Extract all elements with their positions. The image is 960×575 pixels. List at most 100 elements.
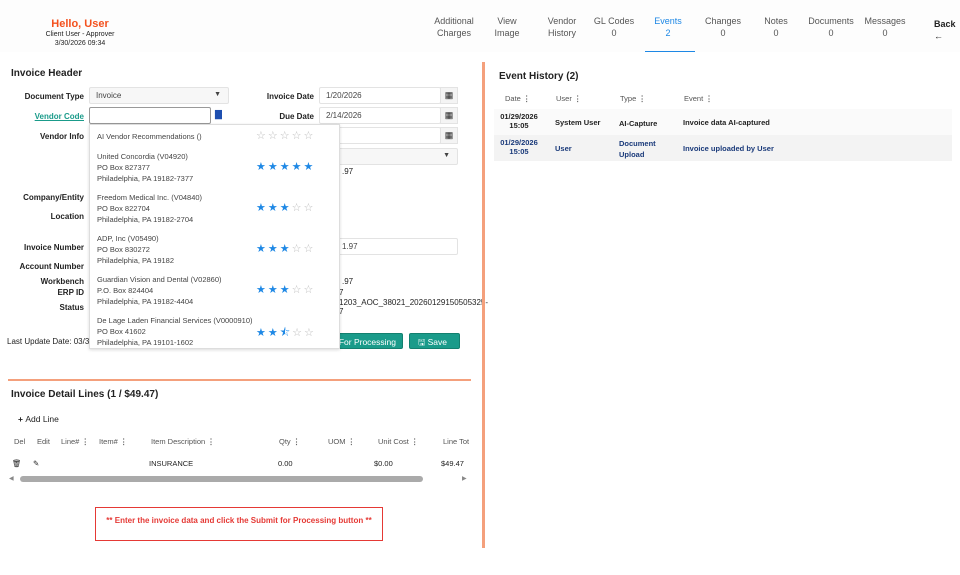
vendor-recommendation-item[interactable]: ADP, Inc (V05490) PO Box 830272 Philadelph… bbox=[97, 233, 174, 266]
star-icon: ☆ bbox=[256, 130, 268, 142]
vendor-recommendations-popup: AI Vendor Recommendations () ☆☆☆☆☆ Unite… bbox=[89, 124, 340, 349]
greeting: Hello, User bbox=[51, 18, 109, 30]
tab-label: View bbox=[497, 16, 517, 26]
vendor-recommendation-item[interactable]: Guardian Vision and Dental (V02860) P.O. … bbox=[97, 274, 222, 307]
vendor-addr2: Philadelphia, PA 19182-2704 bbox=[97, 215, 194, 224]
star-icon: ★ bbox=[279, 243, 292, 255]
add-line-button[interactable]: + Add Line bbox=[18, 414, 59, 424]
tab-documents[interactable]: Documents 0 bbox=[805, 15, 857, 39]
star-icon: ★ bbox=[279, 161, 292, 173]
column-label: Event bbox=[684, 94, 704, 103]
column-header[interactable]: Item Description ⋮ bbox=[151, 437, 215, 446]
company-label: Company/Entity bbox=[23, 193, 84, 202]
column-menu-icon[interactable]: ⋮ bbox=[520, 94, 531, 103]
top-bar bbox=[0, 0, 960, 52]
active-tab-indicator bbox=[645, 51, 695, 52]
column-menu-icon[interactable]: ⋮ bbox=[636, 94, 646, 103]
detail-lines-title: Invoice Detail Lines (1 / $49.47) bbox=[11, 389, 159, 400]
vendor-addr1: P.O. Box 824404 bbox=[97, 286, 154, 295]
save-label: Save bbox=[427, 337, 447, 347]
status-value-2: 7 bbox=[339, 307, 344, 316]
scroll-right-arrow[interactable]: ▶ bbox=[462, 476, 467, 482]
vendor-code-input[interactable] bbox=[89, 107, 211, 124]
line-total-cell: $49.47 bbox=[441, 459, 464, 468]
column-header[interactable]: Event ⋮ bbox=[684, 94, 713, 103]
star-icon: ☆ bbox=[303, 130, 316, 142]
tab-events[interactable]: Events 2 bbox=[646, 15, 690, 39]
column-header[interactable]: Type ⋮ bbox=[620, 94, 646, 103]
star-icon: ★ bbox=[267, 202, 280, 214]
column-header[interactable]: User ⋮ bbox=[556, 94, 581, 103]
invoice-date-label: Invoice Date bbox=[266, 92, 314, 101]
tab-gl-codes[interactable]: GL Codes 0 bbox=[588, 15, 640, 39]
calendar-icon[interactable]: ▦ bbox=[440, 127, 458, 144]
plus-icon: + bbox=[18, 414, 26, 424]
star-icon: ★ bbox=[256, 202, 268, 214]
pane-divider[interactable] bbox=[482, 62, 485, 548]
column-header[interactable]: Line Tot bbox=[443, 437, 469, 446]
invoice-header-title: Invoice Header bbox=[11, 68, 83, 79]
caret-down-icon: ▼ bbox=[443, 152, 450, 159]
tab-label: Documents bbox=[808, 16, 854, 26]
vendor-info-label: Vendor Info bbox=[40, 132, 84, 141]
tab-label: Events bbox=[654, 16, 682, 26]
back-label: Back bbox=[934, 19, 956, 29]
star-icon: ★ bbox=[279, 202, 292, 214]
scroll-left-arrow[interactable]: ◀ bbox=[9, 476, 14, 482]
column-header[interactable]: UOM ⋮ bbox=[328, 437, 355, 446]
horizontal-scrollbar[interactable] bbox=[20, 476, 423, 482]
tab-additional[interactable]: Additional Charges bbox=[430, 15, 478, 39]
column-label: Item Description bbox=[151, 437, 206, 446]
event-type: AI-Capture bbox=[619, 119, 658, 128]
due-date-input[interactable]: 2/14/2026 bbox=[319, 107, 441, 124]
save-button[interactable]: 🖫 Save bbox=[409, 333, 460, 349]
event-row bbox=[494, 135, 952, 161]
tab-changes[interactable]: Changes 0 bbox=[700, 15, 746, 39]
calendar-icon[interactable]: ▦ bbox=[440, 107, 458, 124]
document-type-select[interactable]: Invoice ▼ bbox=[89, 87, 229, 104]
event-type: Document Upload bbox=[619, 139, 656, 159]
column-menu-icon[interactable]: ⋮ bbox=[290, 437, 301, 446]
status-value: 1203_AOC_38021_20260129150505325- bbox=[339, 298, 489, 307]
rating-stars: ★★⯪☆☆ bbox=[256, 324, 316, 343]
column-header[interactable]: Qty ⋮ bbox=[279, 437, 300, 446]
column-header[interactable]: Edit bbox=[37, 437, 50, 446]
column-menu-icon[interactable]: ⋮ bbox=[345, 437, 356, 446]
vendor-recommendation-item[interactable]: Freedom Medical Inc. (V04840) PO Box 8227… bbox=[97, 192, 202, 225]
column-menu-icon[interactable]: ⋮ bbox=[79, 437, 89, 446]
tab-messages[interactable]: Messages 0 bbox=[860, 15, 910, 39]
column-label: UOM bbox=[328, 437, 346, 446]
column-menu-icon[interactable]: ⋮ bbox=[205, 437, 215, 446]
vendor-addr1: PO Box 827377 bbox=[97, 163, 150, 172]
vendor-code-link[interactable]: Vendor Code bbox=[34, 112, 84, 121]
tab-vendor[interactable]: Vendor History bbox=[540, 15, 584, 39]
vendor-search-icon[interactable]: ▇ bbox=[215, 109, 222, 119]
vendor-recommendation-item[interactable]: United Concordia (V04920) PO Box 827377 Ph… bbox=[97, 151, 193, 184]
column-header[interactable]: Item# ⋮ bbox=[99, 437, 127, 446]
column-header[interactable]: Date ⋮ bbox=[505, 94, 530, 103]
calendar-icon[interactable]: ▦ bbox=[440, 87, 458, 104]
tab-sublabel: 0 bbox=[773, 28, 779, 38]
column-header[interactable]: Del bbox=[14, 437, 25, 446]
event-history-title: Event History (2) bbox=[499, 71, 579, 82]
tab-label: Changes bbox=[704, 16, 742, 26]
back-button[interactable]: Back ← bbox=[934, 18, 956, 42]
vendor-recommendation-item[interactable]: De Lage Laden Financial Services (V00009… bbox=[97, 315, 253, 348]
edit-pencil-icon[interactable]: ✎ bbox=[33, 459, 40, 468]
caret-down-icon: ▼ bbox=[214, 91, 221, 98]
account-number-label: Account Number bbox=[19, 262, 84, 271]
column-label: Qty bbox=[279, 437, 291, 446]
vendor-addr1: PO Box 822704 bbox=[97, 204, 150, 213]
tab-notes[interactable]: Notes 0 bbox=[758, 15, 794, 39]
column-menu-icon[interactable]: ⋮ bbox=[117, 437, 128, 446]
column-header[interactable]: Line# ⋮ bbox=[61, 437, 89, 446]
column-header[interactable]: Unit Cost ⋮ bbox=[378, 437, 418, 446]
status-label: Status bbox=[59, 303, 84, 312]
column-menu-icon[interactable]: ⋮ bbox=[703, 94, 713, 103]
column-menu-icon[interactable]: ⋮ bbox=[571, 94, 582, 103]
delete-icon[interactable]: 🗑 bbox=[12, 459, 22, 468]
invoice-date-input[interactable]: 1/20/2026 bbox=[319, 87, 441, 104]
tab-view[interactable]: View Image bbox=[488, 15, 526, 39]
column-menu-icon[interactable]: ⋮ bbox=[408, 437, 419, 446]
star-icon: ★ bbox=[267, 284, 280, 296]
